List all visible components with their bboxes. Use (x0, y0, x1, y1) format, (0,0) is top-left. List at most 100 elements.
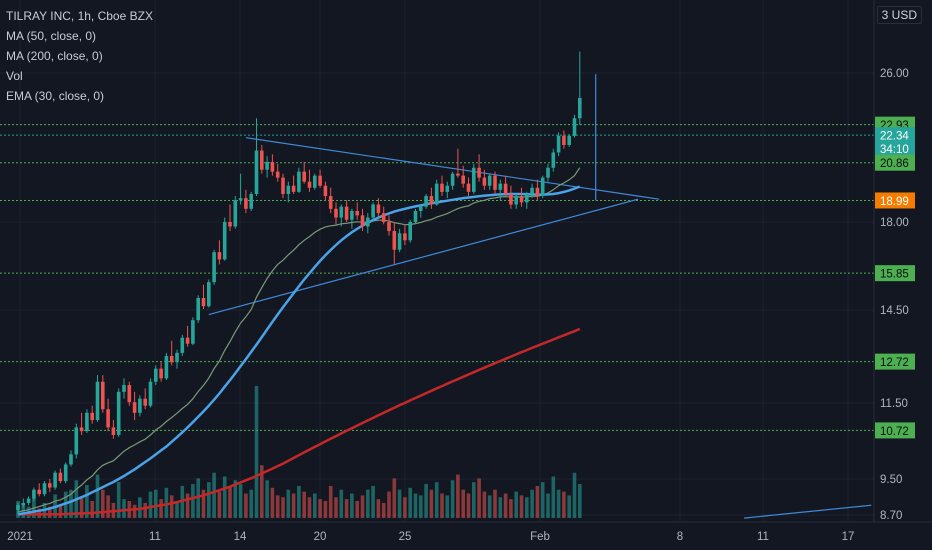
trendline[interactable] (245, 137, 660, 200)
candle-body (85, 412, 89, 432)
volume-bar (69, 489, 73, 518)
volume-bar (265, 480, 269, 518)
volume-bar (58, 504, 63, 518)
volume-bar (493, 489, 497, 518)
candle-body (540, 177, 545, 197)
candle-body (392, 231, 397, 250)
volume-bar (328, 485, 333, 518)
price-label[interactable]: 34:10 (875, 140, 915, 157)
volume-bar (472, 482, 476, 518)
volume-bar (85, 485, 89, 518)
volume-bar (429, 489, 434, 518)
price-label[interactable]: 18.99 (875, 192, 915, 209)
candle-body (148, 381, 153, 406)
candle (127, 381, 132, 406)
candle-body (445, 185, 450, 192)
time-axis-tick: 11 (149, 531, 161, 543)
trendlines[interactable] (208, 74, 872, 519)
candle (493, 171, 497, 194)
volume-bar (222, 476, 227, 518)
price-label-badge (875, 353, 915, 370)
price-label-text: 20.86 (880, 158, 909, 170)
trendline[interactable] (208, 198, 639, 316)
price-label[interactable]: 12.72 (875, 353, 915, 370)
candle (265, 156, 269, 178)
price-axis[interactable]: 26.0018.0014.5011.509.508.7022.9322.3434… (873, 0, 932, 550)
currency-selector[interactable]: 3 USD (876, 6, 922, 24)
candle (185, 325, 190, 347)
volume-bar (233, 480, 238, 518)
volume-bar (572, 472, 577, 518)
candle-body (509, 193, 513, 205)
candle (16, 502, 20, 515)
candle (116, 388, 121, 437)
candle (143, 388, 147, 410)
legend: TILRAY INC, 1h, Cboe BZX MA (50, close, … (6, 6, 153, 106)
candle-body (143, 398, 147, 406)
volume-bar (562, 491, 566, 518)
price-label[interactable]: 15.85 (875, 265, 915, 282)
candle-body (302, 171, 306, 182)
volume-bar (238, 484, 243, 518)
time-axis[interactable]: 2021 11 14 20 25 Feb 8 11 17 (0, 521, 932, 550)
candle-body (482, 177, 487, 186)
volume-bar (254, 386, 259, 518)
volume-bar (392, 478, 397, 518)
candle-body (313, 175, 317, 188)
volume-bar (366, 489, 370, 518)
candle (440, 175, 444, 197)
candle-body (111, 427, 116, 435)
volume-bar (434, 482, 439, 518)
candle-body (138, 398, 142, 413)
candle-body (106, 409, 110, 428)
candle-body (366, 217, 370, 227)
candle-body (265, 161, 269, 170)
candle (58, 468, 63, 484)
candle (413, 208, 418, 225)
candle-body (212, 252, 216, 283)
volume-bar (551, 476, 556, 518)
trendline[interactable] (744, 504, 872, 519)
volume-bar (450, 480, 455, 518)
candle-body (16, 505, 20, 510)
indicator-ma200-label[interactable]: MA (200, close, 0) (6, 49, 103, 63)
indicator-ma50-label[interactable]: MA (50, close, 0) (6, 29, 97, 43)
volume-bar (148, 491, 153, 518)
price-label[interactable]: 10.72 (875, 422, 915, 439)
candle (180, 334, 185, 356)
indicator-volume-label[interactable]: Vol (6, 69, 23, 83)
candle (371, 202, 375, 220)
price-axis-tick: 26.00 (880, 68, 909, 80)
volume-bar (313, 493, 317, 518)
price-label[interactable]: 20.86 (875, 154, 915, 171)
price-label-badge (875, 265, 915, 282)
candle-body (413, 210, 418, 222)
candle (344, 200, 349, 222)
price-label[interactable]: 22.34 (875, 127, 915, 144)
volume-bar (307, 497, 312, 518)
volume-bar (159, 499, 163, 518)
volume-bar (445, 495, 450, 518)
volume-bar (498, 497, 503, 518)
candle-body (440, 183, 444, 192)
candle (291, 175, 296, 194)
volume-bar (461, 489, 465, 518)
candle (540, 175, 545, 199)
indicator-ema30-label[interactable]: EMA (30, close, 0) (6, 89, 105, 103)
candle (63, 462, 68, 484)
price-label-text: 10.72 (880, 426, 909, 438)
candle (275, 163, 280, 182)
candle-body (461, 175, 465, 184)
volume-bar (403, 497, 407, 518)
volume-bar (376, 499, 381, 518)
candle (466, 177, 471, 197)
candle-body (42, 483, 47, 495)
candle (450, 171, 455, 190)
candle-body (58, 472, 63, 482)
volume-bar (350, 493, 354, 518)
candle-body (307, 181, 312, 188)
candle-body (32, 489, 36, 499)
volume-bar (275, 495, 280, 518)
